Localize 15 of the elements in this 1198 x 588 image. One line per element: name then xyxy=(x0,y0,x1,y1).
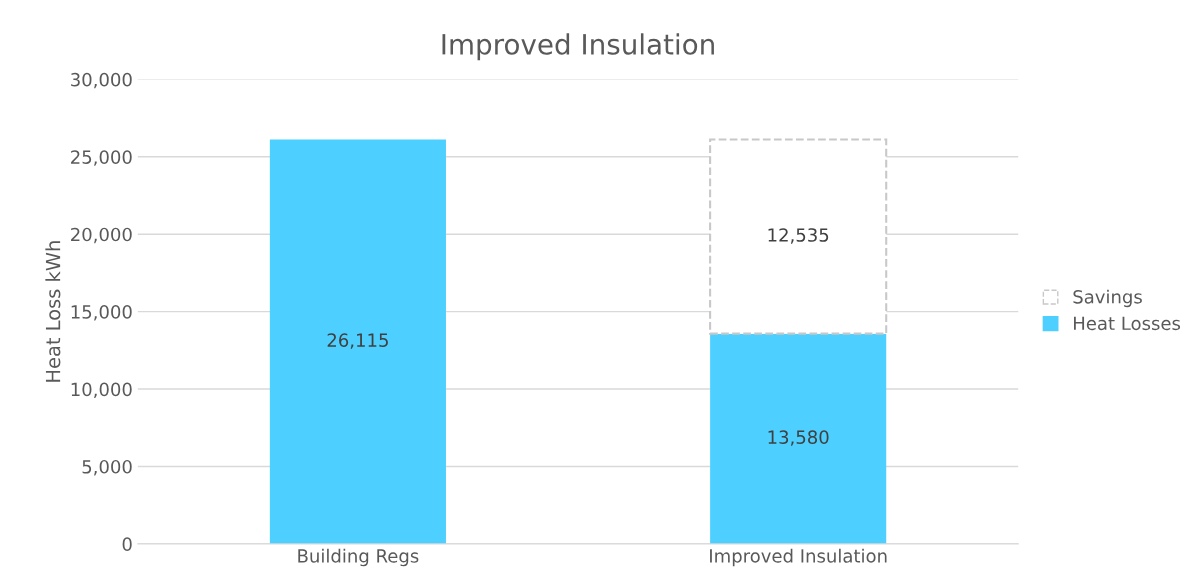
y-tick-label: 5,000 xyxy=(82,459,132,476)
legend-label: Heat Losses xyxy=(1074,316,1181,331)
x-tick-label: Building Regs xyxy=(298,548,419,567)
y-tick-label: 0 xyxy=(122,537,132,552)
y-tick-label: 20,000 xyxy=(71,227,132,244)
data-label: 12,535 xyxy=(768,228,829,244)
data-label: 26,115 xyxy=(327,333,388,349)
y-tick-label: 30,000 xyxy=(71,72,132,89)
legend-label: Savings xyxy=(1073,289,1142,308)
y-axis-title: Heat Loss kWh xyxy=(45,241,61,382)
chart-title: Improved Insulation xyxy=(442,33,714,61)
y-tick-label: 10,000 xyxy=(71,382,132,399)
y-tick-label: 15,000 xyxy=(71,305,132,321)
data-label: 13,580 xyxy=(768,430,829,446)
y-tick-label: 25,000 xyxy=(71,150,132,166)
